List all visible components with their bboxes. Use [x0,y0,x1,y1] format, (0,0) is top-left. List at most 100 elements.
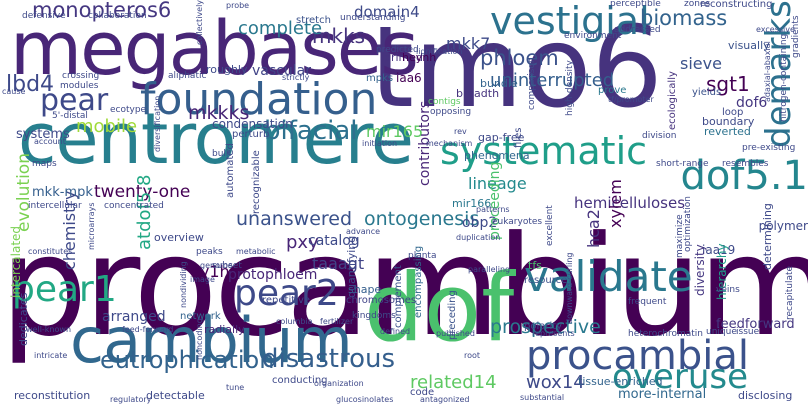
word: tf/promoter [608,95,654,104]
word: evolution [14,153,34,232]
word: heynh [402,51,437,64]
word: noncoding [195,318,204,360]
word: bulk [212,149,232,159]
word: hca2 [584,209,603,248]
word: tmo6 [370,3,663,133]
word: domain4 [354,3,420,21]
word: recognizable [251,150,262,214]
word: disastrous [262,344,395,374]
word: dedicates [17,292,30,346]
word: defensive [22,11,66,21]
word: roughly [206,63,248,76]
word: systems [16,127,70,142]
word: planta [408,251,437,261]
word: ontogenesis [364,208,480,230]
word: obp2 [462,215,498,231]
word: maps [32,159,57,169]
word: mobile [76,116,138,137]
word: stretch [296,15,331,26]
word: intercalated [9,225,23,298]
word: feedforward [716,317,795,332]
word: wox14 [526,372,585,393]
word: heterochromatin [628,329,703,339]
word: arranged [102,309,166,325]
word: adaxial-abaxial [763,41,772,102]
word: prospective [490,316,601,338]
word: environment [564,31,622,41]
word: biomass [640,6,728,30]
word: nitrogen-containing [779,33,789,122]
word: frequent [628,297,667,307]
word: vestigial [490,0,650,43]
word: constitutes [28,247,73,256]
word: metabolic [236,247,276,256]
word: dof [364,254,515,363]
word: eutrophication [100,346,275,374]
word: tfs [528,259,542,272]
word: duplication [456,233,501,242]
word: bundle [480,77,518,90]
word: mir165 [366,122,424,141]
word: substantial [520,393,565,402]
word: polymer [758,219,808,233]
word: microarrays [87,202,96,250]
word: reverted [704,125,751,138]
word: centromere [18,98,414,180]
word: cambium [70,304,353,377]
word: reconstitution [14,389,91,402]
word: xylem [606,179,625,228]
word: code [410,387,435,398]
word: initiation [362,139,398,148]
word: peaks [196,247,223,257]
word: root [464,351,481,360]
word: concentrated [104,201,164,211]
word: high-density [565,60,575,116]
word: procambium [0,206,808,367]
word: repetitive [262,295,311,306]
word: vascular [252,63,311,79]
word: mpks [366,73,394,84]
word: boundary [702,115,755,128]
word: dof5.1 [680,153,808,199]
word: gradients [791,15,801,58]
word: tissue-enriched [578,375,663,388]
word: catalog [308,233,360,249]
word: monopteros6 [32,0,172,22]
word: bifacial [264,116,358,146]
word: pear2 [234,273,339,314]
word: nondividing [179,261,188,308]
word: modules [60,81,99,91]
word: shape [348,283,382,296]
word: optimization [683,196,693,252]
word: mir166 [452,197,492,210]
word: comparison [527,57,537,110]
word: taaagt [312,254,365,273]
word: pre-existing [742,143,796,153]
word: crossing [62,71,100,81]
word: determining [761,203,774,270]
word: downward-curling [565,252,574,325]
word: ecotype [110,105,147,115]
word: mkks [312,24,366,48]
word: recapitulate [785,265,795,320]
word: mkk-mpk [32,185,93,200]
word: pear [40,83,109,118]
word: strictly [282,73,310,82]
word: published [436,329,475,338]
word: mkk7 [446,34,491,53]
word: collectively [195,0,204,46]
word: represents [532,329,575,338]
word: rev [454,127,467,136]
word: regulatory [110,395,152,404]
word: unique [706,327,737,337]
word: protophloem [228,267,318,283]
word: unanswered [236,208,353,230]
word: disclosing [738,389,793,402]
word: understanding [340,13,406,23]
word: columbia [276,317,313,326]
word: feed-forward [122,325,174,334]
word: sgt1 [706,72,750,96]
word: polarity [524,321,563,332]
word: resource [524,275,568,286]
